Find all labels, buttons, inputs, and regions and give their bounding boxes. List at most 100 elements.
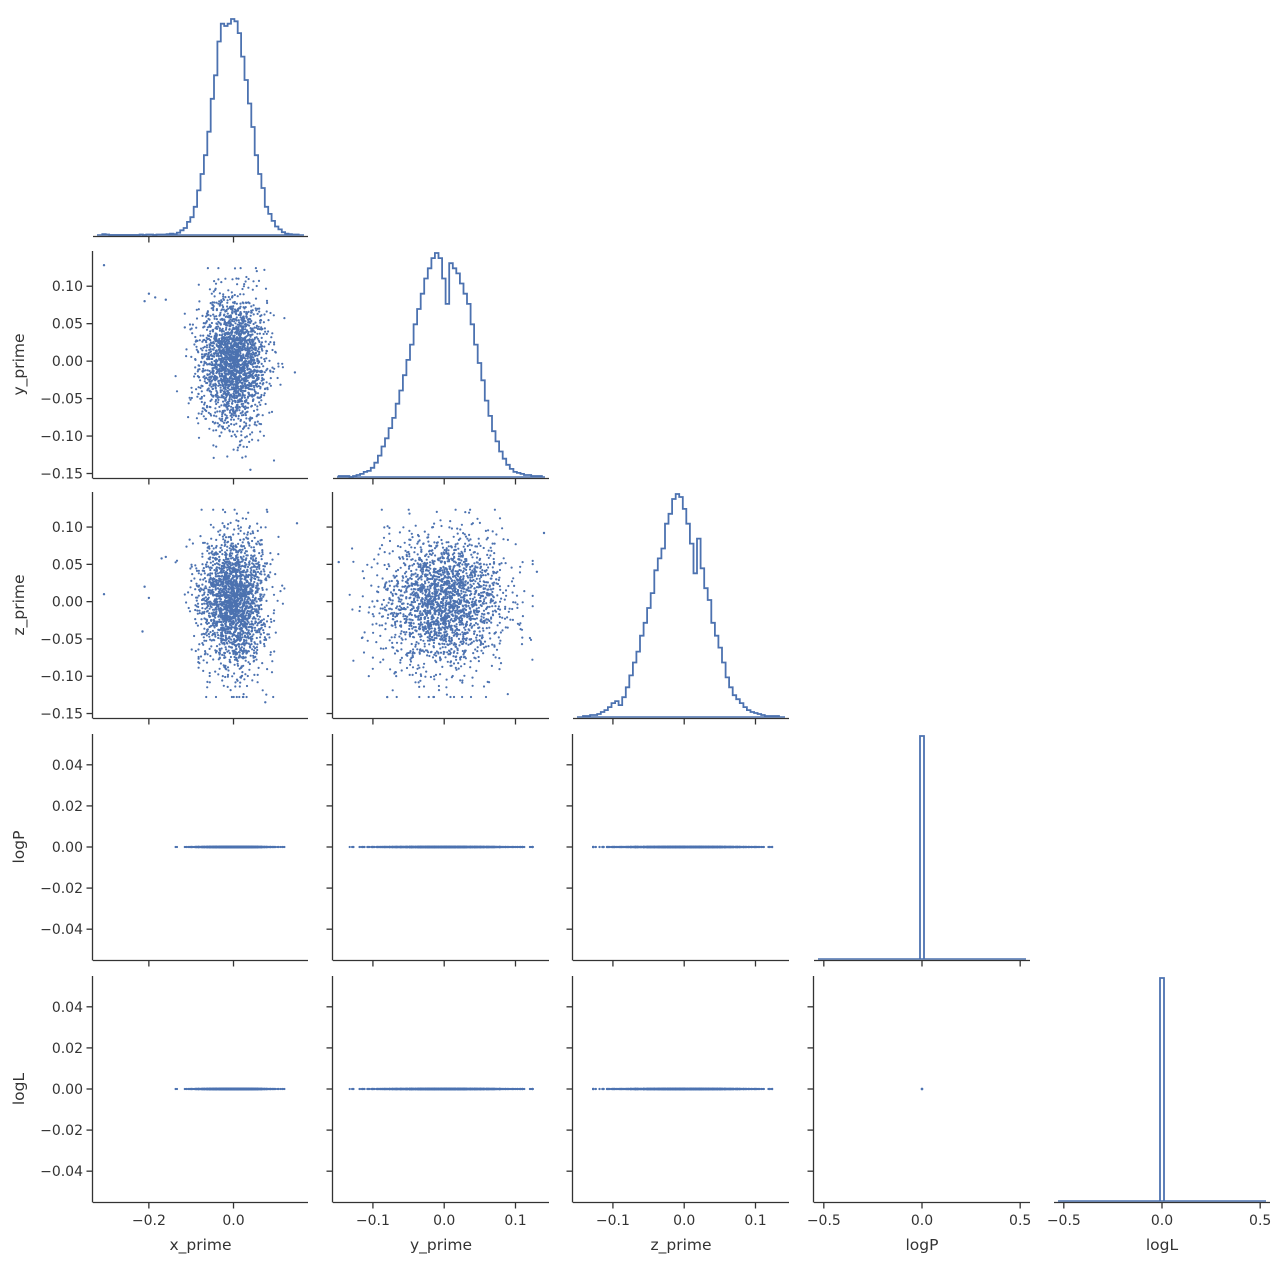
scatter-point: [194, 366, 196, 368]
scatter-point: [247, 610, 249, 612]
scatter-point: [227, 421, 229, 423]
scatter-point: [189, 586, 191, 588]
scatter-point: [202, 368, 204, 370]
scatter-point: [211, 591, 213, 593]
scatter-point: [228, 650, 230, 652]
scatter-point: [226, 305, 228, 307]
scatter-point: [260, 526, 262, 528]
scatter-point: [254, 421, 256, 423]
scatter-point: [210, 593, 212, 595]
y-tick-label: −0.15: [40, 707, 83, 723]
scatter-point: [207, 267, 209, 269]
scatter-point: [245, 652, 247, 654]
scatter-point: [198, 308, 200, 310]
scatter-point: [223, 592, 225, 594]
scatter-point: [246, 605, 248, 607]
scatter-point: [212, 589, 214, 591]
scatter-point: [211, 358, 213, 360]
scatter-point: [209, 288, 211, 290]
scatter-point: [224, 612, 226, 614]
scatter-point: [211, 322, 213, 324]
scatter-point: [236, 602, 238, 604]
scatter-point: [201, 315, 203, 317]
scatter-point: [206, 329, 208, 331]
scatter-point: [229, 583, 231, 585]
scatter-point: [439, 519, 441, 521]
scatter-point: [259, 320, 261, 322]
scatter-point: [241, 596, 243, 598]
scatter-point: [231, 568, 233, 570]
scatter-point: [254, 620, 256, 622]
scatter-point: [283, 587, 285, 589]
scatter-point: [231, 398, 233, 400]
scatter-point: [218, 359, 220, 361]
scatter-point: [504, 618, 506, 620]
scatter-point: [209, 351, 211, 353]
scatter-point: [248, 562, 250, 564]
scatter-point: [190, 564, 192, 566]
scatter-point: [228, 580, 230, 582]
scatter-point: [359, 606, 361, 608]
scatter-point: [273, 620, 275, 622]
y-tick-label: −0.10: [40, 669, 83, 685]
scatter-point: [198, 365, 200, 367]
scatter-point: [247, 287, 249, 289]
scatter-point: [208, 428, 210, 430]
scatter-point: [219, 305, 221, 307]
scatter-point: [243, 285, 245, 287]
scatter-point: [263, 394, 265, 396]
scatter-point: [250, 394, 252, 396]
scatter-point: [194, 564, 196, 566]
scatter-point: [209, 681, 211, 683]
scatter-point: [233, 386, 235, 388]
scatter-point: [207, 653, 209, 655]
scatter-point: [194, 618, 196, 620]
scatter-point: [228, 363, 230, 365]
scatter-point: [222, 358, 224, 360]
scatter-point: [215, 288, 217, 290]
scatter-point: [252, 599, 254, 601]
scatter-point: [260, 555, 262, 557]
scatter-point: [250, 574, 252, 576]
scatter-point: [251, 333, 253, 335]
scatter-point: [250, 643, 252, 645]
scatter-point: [240, 326, 242, 328]
scatter-point: [232, 374, 234, 376]
scatter-point: [204, 650, 206, 652]
scatter-point: [238, 620, 240, 622]
scatter-points-y_prime-vs-x_prime: [103, 264, 296, 471]
scatter-point: [204, 577, 206, 579]
scatter-point: [198, 572, 200, 574]
scatter-point: [235, 646, 237, 648]
scatter-point: [258, 308, 260, 310]
scatter-point: [242, 356, 244, 358]
scatter-point: [220, 299, 222, 301]
scatter-point: [216, 601, 218, 603]
scatter-point: [222, 393, 224, 395]
scatter-point: [141, 630, 143, 632]
scatter-point: [231, 589, 233, 591]
scatter-point: [294, 371, 296, 373]
scatter-point: [241, 439, 243, 441]
scatter-point: [201, 410, 203, 412]
scatter-point: [237, 551, 239, 553]
scatter-point: [273, 314, 275, 316]
scatter-point: [427, 534, 429, 536]
scatter-point: [217, 422, 219, 424]
scatter-point: [258, 607, 260, 609]
scatter-point: [268, 636, 270, 638]
scatter-point: [216, 410, 218, 412]
scatter-point: [246, 534, 248, 536]
scatter-point: [245, 311, 247, 313]
scatter-point: [243, 621, 245, 623]
scatter-point: [271, 660, 273, 662]
scatter-point: [251, 439, 253, 441]
scatter-point: [253, 674, 255, 676]
scatter-point: [207, 358, 209, 360]
scatter-point: [233, 373, 235, 375]
scatter-point: [240, 639, 242, 641]
scatter-point: [257, 585, 259, 587]
scatter-point: [263, 645, 265, 647]
scatter-point: [198, 656, 200, 658]
scatter-point: [223, 349, 225, 351]
